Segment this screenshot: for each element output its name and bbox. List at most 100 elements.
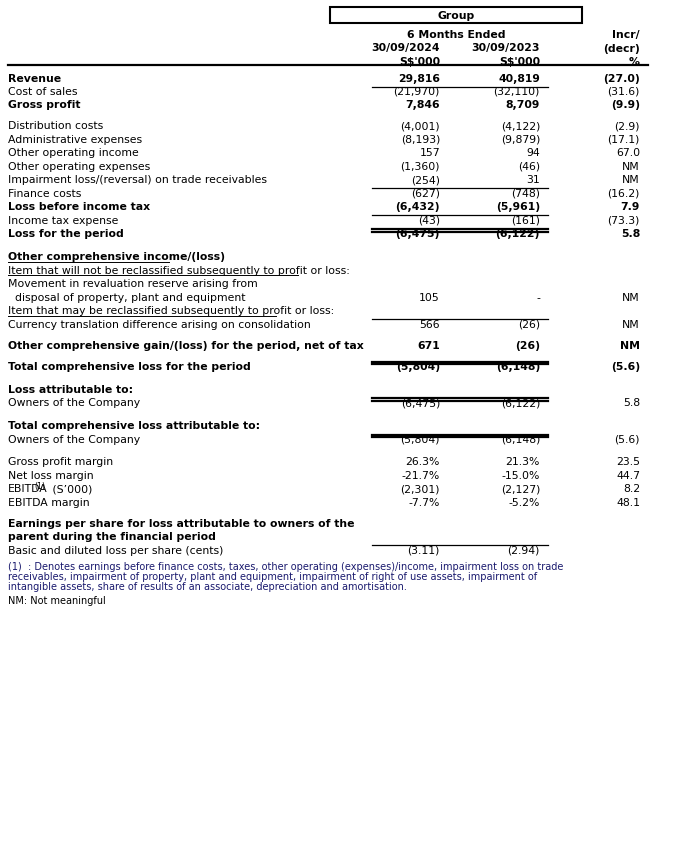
Text: 31: 31	[526, 175, 540, 185]
Text: Administrative expenses: Administrative expenses	[8, 135, 142, 145]
Text: 40,819: 40,819	[498, 73, 540, 84]
Text: Gross profit margin: Gross profit margin	[8, 457, 113, 467]
Text: NM: NM	[622, 320, 640, 329]
Text: EBITDA: EBITDA	[8, 484, 48, 494]
Text: (2,127): (2,127)	[501, 484, 540, 494]
Text: (5,961): (5,961)	[496, 202, 540, 212]
Text: Owners of the Company: Owners of the Company	[8, 434, 140, 444]
Text: 7.9: 7.9	[620, 202, 640, 212]
Text: (2,301): (2,301)	[401, 484, 440, 494]
Text: 30/09/2023: 30/09/2023	[471, 44, 540, 54]
Text: (4,122): (4,122)	[501, 121, 540, 131]
Text: 29,816: 29,816	[398, 73, 440, 84]
Text: -: -	[536, 293, 540, 303]
Text: (1): (1)	[34, 482, 45, 490]
Text: Finance costs: Finance costs	[8, 189, 81, 199]
Text: (73.3): (73.3)	[607, 216, 640, 226]
Text: (6,475): (6,475)	[396, 229, 440, 239]
Text: parent during the financial period: parent during the financial period	[8, 531, 216, 542]
Text: 21.3%: 21.3%	[506, 457, 540, 467]
Text: Loss for the period: Loss for the period	[8, 229, 124, 239]
Text: (8,193): (8,193)	[401, 135, 440, 145]
Text: Total comprehensive loss attributable to:: Total comprehensive loss attributable to…	[8, 421, 260, 431]
Text: intangible assets, share of results of an associate, depreciation and amortisati: intangible assets, share of results of a…	[8, 582, 407, 592]
Text: -5.2%: -5.2%	[508, 497, 540, 508]
Text: (748): (748)	[511, 189, 540, 199]
Text: 26.3%: 26.3%	[405, 457, 440, 467]
Text: (26): (26)	[515, 340, 540, 351]
Text: (6,148): (6,148)	[496, 362, 540, 371]
Text: (43): (43)	[418, 216, 440, 226]
Text: 105: 105	[419, 293, 440, 303]
Text: -15.0%: -15.0%	[502, 470, 540, 480]
Text: NM: NM	[620, 340, 640, 351]
Text: (3.11): (3.11)	[407, 545, 440, 555]
Text: Impairment loss/(reversal) on trade receivables: Impairment loss/(reversal) on trade rece…	[8, 175, 267, 185]
Text: 566: 566	[419, 320, 440, 329]
Text: 5.8: 5.8	[623, 397, 640, 408]
Text: disposal of property, plant and equipment: disposal of property, plant and equipmen…	[8, 293, 245, 303]
Text: Loss before income tax: Loss before income tax	[8, 202, 150, 212]
Text: 94: 94	[526, 148, 540, 159]
Text: 8,709: 8,709	[506, 101, 540, 110]
Text: Other comprehensive gain/(loss) for the period, net of tax: Other comprehensive gain/(loss) for the …	[8, 340, 363, 351]
Text: Net loss margin: Net loss margin	[8, 470, 93, 480]
Text: Loss attributable to:: Loss attributable to:	[8, 384, 133, 394]
Text: (31.6): (31.6)	[607, 87, 640, 97]
Text: 5.8: 5.8	[621, 229, 640, 239]
Text: Income tax expense: Income tax expense	[8, 216, 118, 226]
Text: -21.7%: -21.7%	[402, 470, 440, 480]
Text: (9,879): (9,879)	[501, 135, 540, 145]
Text: (6,122): (6,122)	[501, 397, 540, 408]
Text: Owners of the Company: Owners of the Company	[8, 397, 140, 408]
Text: (161): (161)	[511, 216, 540, 226]
Text: (16.2): (16.2)	[607, 189, 640, 199]
Text: NM: NM	[622, 162, 640, 171]
Text: (5,804): (5,804)	[401, 434, 440, 444]
Text: 67.0: 67.0	[616, 148, 640, 159]
Text: EBITDA margin: EBITDA margin	[8, 497, 89, 508]
Text: Revenue: Revenue	[8, 73, 61, 84]
Text: 48.1: 48.1	[616, 497, 640, 508]
Text: Currency translation difference arising on consolidation: Currency translation difference arising …	[8, 320, 311, 329]
Text: Other comprehensive income/(loss): Other comprehensive income/(loss)	[8, 252, 225, 262]
Text: NM: NM	[622, 175, 640, 185]
Text: Item that will not be reclassified subsequently to profit or loss:: Item that will not be reclassified subse…	[8, 265, 350, 276]
Text: S$'000: S$'000	[399, 57, 440, 67]
Bar	[330, 8, 582, 24]
Text: Other operating income: Other operating income	[8, 148, 139, 159]
Text: (4,001): (4,001)	[401, 121, 440, 131]
Text: (5.6): (5.6)	[614, 434, 640, 444]
Text: (6,475): (6,475)	[401, 397, 440, 408]
Text: 157: 157	[419, 148, 440, 159]
Text: 671: 671	[417, 340, 440, 351]
Text: (32,110): (32,110)	[494, 87, 540, 97]
Text: (9.9): (9.9)	[611, 101, 640, 110]
Text: Basic and diluted loss per share (cents): Basic and diluted loss per share (cents)	[8, 545, 223, 555]
Text: 44.7: 44.7	[616, 470, 640, 480]
Text: (5,804): (5,804)	[396, 362, 440, 371]
Text: Other operating expenses: Other operating expenses	[8, 162, 150, 171]
Text: (17.1): (17.1)	[607, 135, 640, 145]
Text: %: %	[629, 57, 640, 67]
Text: (26): (26)	[518, 320, 540, 329]
Text: NM: NM	[622, 293, 640, 303]
Text: 7,846: 7,846	[405, 101, 440, 110]
Text: Distribution costs: Distribution costs	[8, 121, 103, 131]
Text: Group: Group	[438, 11, 475, 21]
Text: NM: Not meaningful: NM: Not meaningful	[8, 595, 106, 606]
Text: Total comprehensive loss for the period: Total comprehensive loss for the period	[8, 362, 251, 371]
Text: 23.5: 23.5	[616, 457, 640, 467]
Text: receivables, impairment of property, plant and equipment, impairment of right of: receivables, impairment of property, pla…	[8, 572, 537, 582]
Text: (2.9): (2.9)	[614, 121, 640, 131]
Text: 8.2: 8.2	[623, 484, 640, 494]
Text: (27.0): (27.0)	[603, 73, 640, 84]
Text: (254): (254)	[411, 175, 440, 185]
Text: (decr): (decr)	[603, 44, 640, 54]
Text: (1)  : Denotes earnings before finance costs, taxes, other operating (expenses)/: (1) : Denotes earnings before finance co…	[8, 562, 563, 572]
Text: (46): (46)	[518, 162, 540, 171]
Text: 30/09/2024: 30/09/2024	[372, 44, 440, 54]
Text: 6 Months Ended: 6 Months Ended	[407, 30, 505, 40]
Text: (21,970): (21,970)	[394, 87, 440, 97]
Text: (627): (627)	[411, 189, 440, 199]
